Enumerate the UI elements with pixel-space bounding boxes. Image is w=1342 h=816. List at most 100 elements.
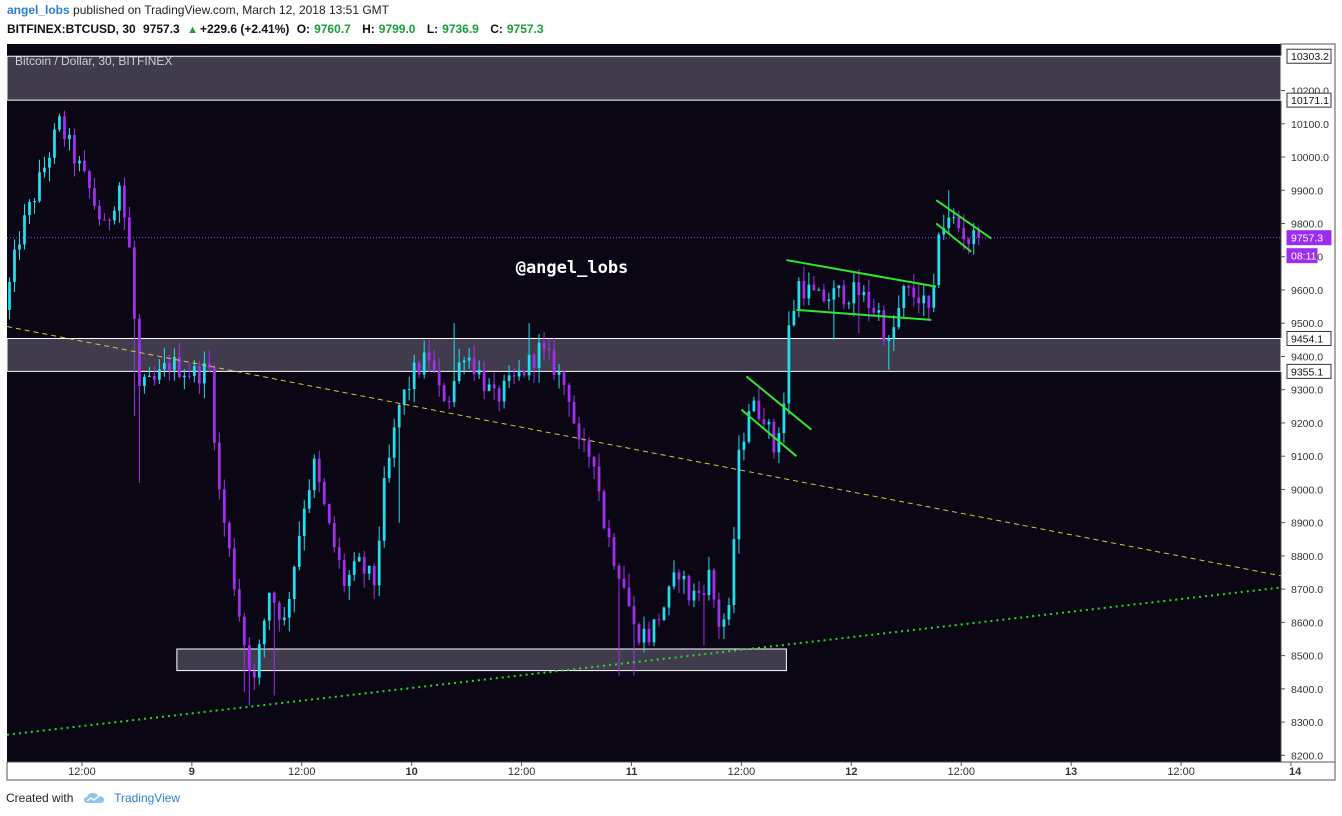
- candle-body: [407, 389, 411, 391]
- price-label: 9454.1: [1291, 333, 1323, 345]
- high-label: H:: [362, 22, 375, 36]
- candle-body: [377, 540, 381, 586]
- candle-body: [912, 287, 916, 298]
- candle-body: [757, 400, 761, 420]
- high-value: 9799.0: [378, 22, 416, 36]
- candle-body: [947, 217, 951, 229]
- candle-body: [197, 365, 201, 384]
- price-label: 10303.2: [1291, 51, 1329, 63]
- candle-body: [88, 171, 91, 189]
- candle-body: [38, 172, 41, 202]
- candle-body: [337, 547, 341, 561]
- candle-body: [932, 285, 936, 308]
- candle-body: [852, 282, 856, 304]
- candle-body: [352, 561, 356, 575]
- candle-body: [902, 286, 906, 308]
- x-tick-label: 12: [845, 766, 857, 778]
- tradingview-logo-icon: [83, 792, 104, 803]
- candle-body: [847, 303, 851, 305]
- candle-body: [652, 619, 656, 643]
- candle-body: [677, 572, 681, 580]
- candle-body: [832, 288, 836, 300]
- candle-body: [143, 376, 146, 386]
- candle-body: [262, 620, 266, 645]
- candle-body: [552, 349, 556, 375]
- candle-body: [892, 327, 896, 339]
- candle-body: [687, 575, 691, 601]
- candle-body: [537, 342, 541, 368]
- y-tick-label: 9300.0: [1291, 385, 1323, 397]
- candle-body: [822, 289, 826, 302]
- open-value: 9760.7: [314, 22, 351, 36]
- candle-body: [442, 385, 446, 402]
- y-tick-label: 8400.0: [1291, 684, 1323, 696]
- candle-body: [98, 205, 101, 220]
- candle-body: [717, 599, 721, 627]
- candle-body: [612, 537, 616, 566]
- candle-body: [73, 134, 76, 164]
- y-tick-label: 8300.0: [1291, 717, 1323, 729]
- close-label: C:: [490, 22, 503, 36]
- y-tick-label: 9900.0: [1291, 185, 1323, 197]
- price-label-box: [1286, 248, 1318, 264]
- candle-body: [502, 380, 506, 402]
- candle-body: [347, 574, 351, 587]
- y-tick-label: 9600.0: [1291, 285, 1323, 297]
- candle-body: [177, 356, 181, 378]
- y-tick-label: 8700.0: [1291, 584, 1323, 596]
- created-with-label: Created with: [6, 791, 74, 805]
- candle-body: [792, 310, 796, 326]
- pattern-line-0: [740, 408, 798, 457]
- candle-body: [312, 458, 316, 491]
- candle-body: [462, 360, 466, 363]
- candle-body: [942, 228, 946, 235]
- candle-body: [123, 185, 126, 218]
- candle-body: [457, 362, 461, 381]
- y-tick-label: 8200.0: [1291, 750, 1323, 762]
- candle-body: [617, 565, 621, 579]
- candle-body: [242, 616, 246, 646]
- candle-body: [227, 522, 231, 549]
- candle-body: [222, 489, 226, 523]
- candle-body: [667, 586, 671, 608]
- tradingview-link[interactable]: TradingView: [114, 791, 181, 805]
- candle-body: [307, 490, 311, 509]
- candle-body: [577, 423, 581, 440]
- candle-body: [512, 375, 516, 377]
- candle-body: [662, 607, 666, 621]
- candle-body: [257, 644, 261, 678]
- candle-body: [282, 617, 286, 621]
- candle-body: [642, 628, 646, 643]
- candle-body: [707, 569, 711, 596]
- candle-body: [8, 281, 11, 310]
- candle-body: [83, 160, 86, 172]
- candle-body: [527, 354, 531, 376]
- pattern-line-5: [935, 222, 972, 253]
- candle-body: [497, 388, 501, 402]
- candle-body: [917, 297, 921, 304]
- candle-body: [737, 449, 741, 540]
- price-label: 9757.3: [1291, 233, 1323, 245]
- publish-info: published on TradingView.com, March 12, …: [73, 3, 389, 17]
- publish-header: angel_lobs published on TradingView.com,…: [7, 3, 389, 17]
- candle-body: [627, 587, 631, 607]
- candle-body: [153, 375, 156, 380]
- candle-body: [517, 370, 521, 377]
- candle-body: [232, 548, 236, 590]
- candle-body: [477, 369, 481, 375]
- candle-body: [797, 281, 801, 311]
- author-name[interactable]: angel_lobs: [7, 3, 70, 17]
- candle-body: [13, 249, 16, 282]
- candle-body: [697, 590, 701, 594]
- candle-body: [402, 389, 406, 405]
- candle-body: [842, 285, 846, 305]
- last-price: 9757.3: [143, 22, 180, 36]
- candle-body: [747, 411, 751, 442]
- candle-body: [767, 421, 771, 425]
- y-tick-label: 9400.0: [1291, 351, 1323, 363]
- candle-body: [277, 602, 281, 621]
- candle-body: [632, 606, 636, 625]
- candle-body: [567, 384, 571, 402]
- y-tick-label: 8800.0: [1291, 551, 1323, 563]
